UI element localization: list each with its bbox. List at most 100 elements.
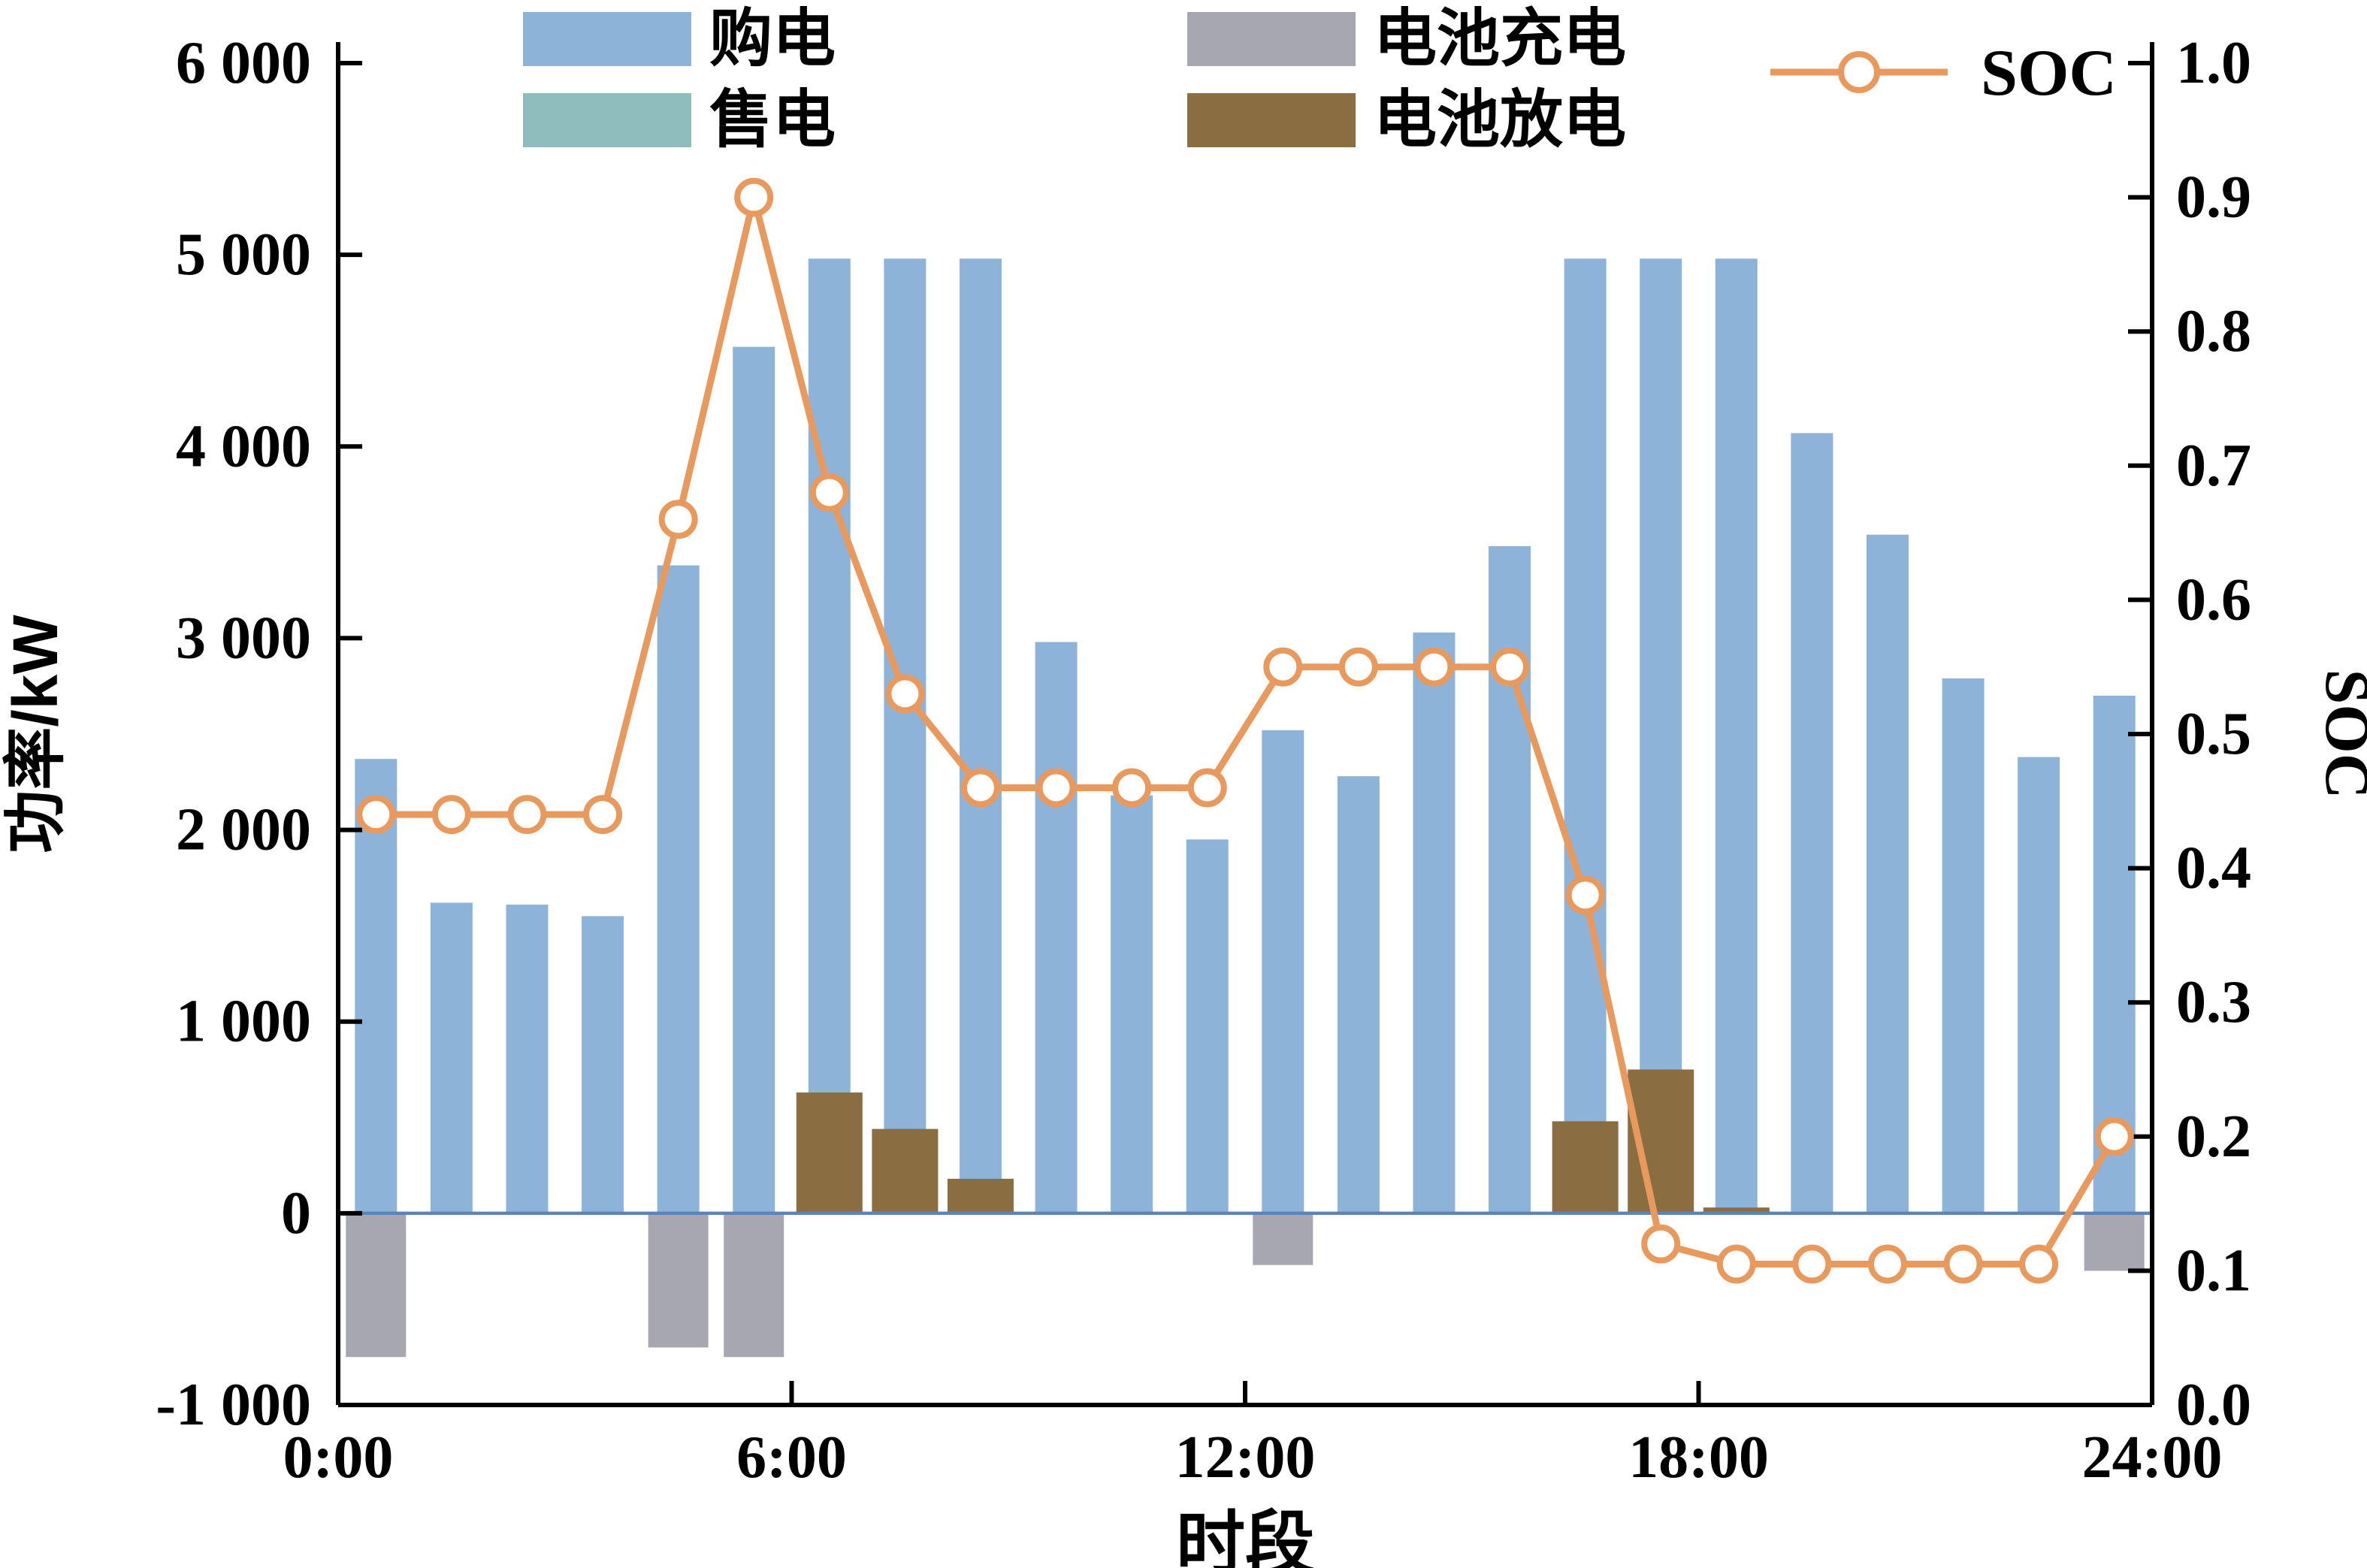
bar (1564, 258, 1607, 1213)
bar (1253, 1213, 1313, 1265)
soc-marker (1867, 1244, 1907, 1284)
soc-marker (1943, 1244, 1983, 1284)
bar (1111, 795, 1153, 1213)
soc-marker (885, 674, 925, 714)
left-axis-title: 功率/kW (0, 615, 71, 853)
bar (1640, 258, 1682, 1213)
bar (872, 1128, 939, 1213)
legend-label: 电池放电 (1374, 84, 1626, 155)
bar (884, 258, 927, 1213)
bar (959, 258, 1002, 1213)
soc-marker (356, 795, 396, 835)
legend-label: 购电 (709, 3, 836, 74)
left-tick-label: 2 000 (176, 797, 311, 863)
legend-swatch-购电 (523, 12, 691, 66)
bar (1942, 678, 1985, 1213)
bar (1703, 1207, 1770, 1213)
legend-swatch-电池放电 (1187, 93, 1356, 147)
soc-marker (1490, 647, 1530, 687)
soc-marker (960, 768, 1000, 808)
bar (1489, 545, 1531, 1213)
soc-marker (1036, 768, 1076, 808)
x-tick-label: 12:00 (1175, 1424, 1316, 1491)
right-tick-label: 0.1 (2176, 1237, 2251, 1304)
bar (648, 1213, 709, 1348)
left-tick-label: 4 000 (176, 413, 311, 479)
bar-series-电池放电 (796, 1069, 1770, 1213)
soc-marker (431, 795, 471, 835)
right-tick-label: 0.4 (2176, 835, 2251, 902)
soc-line (376, 196, 2118, 1267)
bar (1715, 258, 1758, 1213)
bar (733, 346, 775, 1213)
soc-marker (1641, 1224, 1681, 1264)
soc-marker (1716, 1244, 1756, 1284)
soc-marker (1263, 647, 1303, 687)
legend-label: 电池充电 (1374, 3, 1626, 74)
bar (1791, 433, 1833, 1213)
right-tick-label: 0.2 (2176, 1104, 2251, 1170)
soc-marker (1187, 768, 1227, 808)
left-tick-label: 6 000 (176, 30, 311, 96)
soc-marker (734, 177, 774, 217)
soc-marker (1414, 647, 1454, 687)
bar (2084, 1213, 2145, 1271)
bar (796, 1092, 863, 1213)
soc-marker (1565, 875, 1605, 915)
x-tick-label: 24:00 (2082, 1424, 2223, 1491)
legend-swatch-售电 (523, 93, 691, 147)
bar (1552, 1121, 1619, 1213)
bar (1186, 839, 1229, 1213)
bar (582, 916, 624, 1213)
bar (506, 905, 549, 1213)
bar (430, 902, 473, 1213)
legend-label: 售电 (709, 84, 836, 155)
right-axis-title: SOC (2312, 669, 2367, 799)
x-tick-label: 6:00 (736, 1424, 847, 1491)
bar (355, 759, 398, 1213)
right-tick-label: 0.0 (2176, 1372, 2251, 1438)
soc-marker (809, 473, 849, 512)
soc-marker (2019, 1244, 2059, 1284)
right-tick-label: 0.5 (2176, 701, 2251, 767)
soc-marker (1338, 647, 1378, 687)
bar (1413, 632, 1456, 1213)
soc-marker (507, 795, 547, 835)
left-tick-label: 5 000 (176, 222, 311, 288)
left-tick-label: -1 000 (156, 1372, 311, 1438)
bar-series-电池充电 (346, 1213, 2145, 1358)
soc-marker (583, 795, 623, 835)
bar (2018, 757, 2060, 1213)
bar (1262, 730, 1304, 1213)
soc-marker (658, 500, 698, 539)
left-tick-label: 1 000 (176, 989, 311, 1055)
legend-label: SOC (1981, 37, 2117, 110)
bar (346, 1213, 407, 1358)
right-tick-label: 0.9 (2176, 165, 2251, 231)
bar (808, 258, 851, 1213)
left-tick-label: 3 000 (176, 605, 311, 671)
legend-soc-marker (1838, 51, 1880, 93)
soc-marker (1112, 768, 1152, 808)
axes (336, 42, 2154, 1407)
bar (1337, 776, 1380, 1213)
x-tick-label: 0:00 (283, 1424, 394, 1491)
left-tick-label: 0 (281, 1180, 311, 1246)
right-tick-label: 0.3 (2176, 969, 2251, 1035)
bar (657, 565, 700, 1213)
bar (1866, 534, 1909, 1213)
legend-swatch-电池充电 (1187, 12, 1356, 66)
bar-series-购电 (355, 258, 2136, 1213)
x-axis-title: 时段 (1176, 1506, 1314, 1568)
right-tick-label: 0.6 (2176, 566, 2251, 633)
right-tick-label: 0.8 (2176, 298, 2251, 364)
x-tick-label: 18:00 (1628, 1424, 1769, 1491)
soc-marker (1792, 1244, 1832, 1284)
bar (947, 1178, 1014, 1213)
soc-line-series (356, 177, 2134, 1284)
right-tick-label: 1.0 (2176, 30, 2251, 96)
soc-marker (2094, 1116, 2134, 1156)
